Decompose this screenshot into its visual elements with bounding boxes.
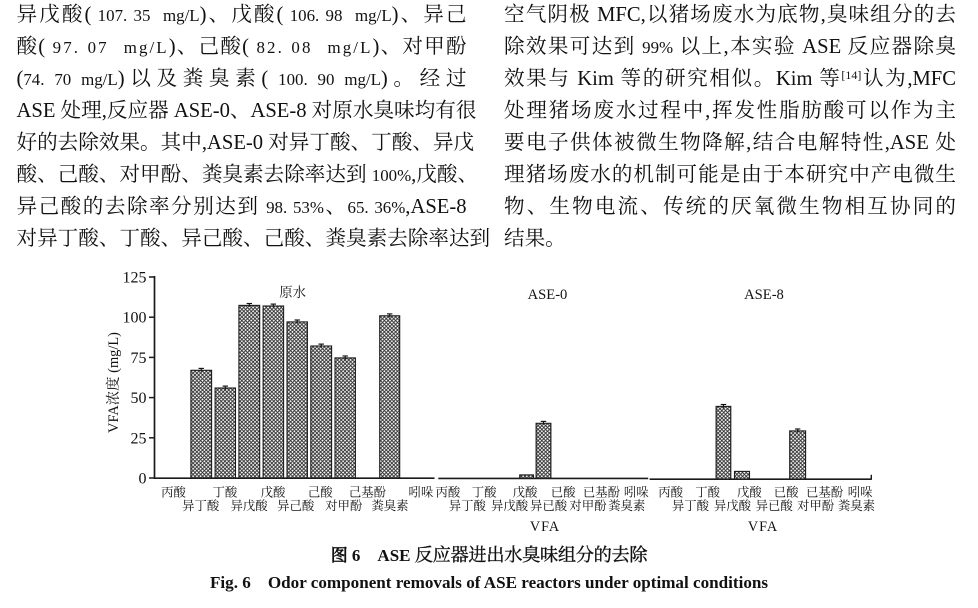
svg-text:己酸: 己酸 (308, 482, 333, 500)
svg-text:ASE-0: ASE-0 (528, 287, 568, 303)
svg-text:VFA: VFA (748, 519, 778, 535)
svg-text:丁酸: 丁酸 (472, 482, 497, 500)
svg-text:已基酚: 已基酚 (806, 482, 844, 500)
svg-text:戊酸: 戊酸 (261, 482, 286, 500)
svg-text:丁酸: 丁酸 (695, 482, 720, 500)
svg-text:原水: 原水 (279, 282, 306, 301)
svg-text:75: 75 (131, 350, 147, 367)
svg-text:已酸: 已酸 (551, 482, 576, 500)
svg-text:异已酸: 异已酸 (530, 496, 568, 514)
svg-text:异己酸: 异己酸 (277, 496, 315, 514)
svg-text:VFA: VFA (530, 519, 560, 535)
svg-text:丁酸: 丁酸 (213, 482, 238, 500)
svg-text:已基酚: 已基酚 (583, 482, 621, 500)
svg-text:粪臭素: 粪臭素 (371, 496, 408, 514)
svg-text:50: 50 (131, 390, 147, 407)
svg-text:异戊酸: 异戊酸 (231, 496, 269, 514)
svg-text:戊酸: 戊酸 (737, 482, 762, 500)
svg-text:吲哚: 吲哚 (848, 482, 873, 500)
svg-text:0: 0 (139, 471, 147, 488)
svg-text:对甲酚: 对甲酚 (325, 496, 363, 514)
svg-text:25: 25 (131, 430, 147, 447)
svg-text:对甲酚: 对甲酚 (569, 496, 607, 514)
svg-text:异丁酸: 异丁酸 (182, 496, 220, 514)
svg-text:已酸: 已酸 (774, 482, 799, 500)
svg-text:100: 100 (123, 310, 147, 327)
svg-text:对甲酚: 对甲酚 (797, 496, 835, 514)
svg-text:戊酸: 戊酸 (513, 482, 538, 500)
svg-text:粪臭素: 粪臭素 (838, 496, 875, 514)
svg-text:异戊酸: 异戊酸 (491, 496, 529, 514)
svg-text:吲哚: 吲哚 (409, 482, 434, 500)
svg-text:125: 125 (123, 270, 147, 287)
svg-text:粪臭素: 粪臭素 (608, 496, 645, 514)
svg-text:异丁酸: 异丁酸 (672, 496, 710, 514)
svg-text:VFA浓度 (mg/L): VFA浓度 (mg/L) (104, 332, 122, 433)
svg-text:ASE-8: ASE-8 (744, 287, 784, 303)
svg-text:丙酸: 丙酸 (658, 482, 683, 500)
svg-text:丙酸: 丙酸 (436, 482, 461, 500)
svg-text:己基酚: 己基酚 (349, 482, 387, 500)
svg-text:异戊酸: 异戊酸 (714, 496, 752, 514)
svg-text:异丁酸: 异丁酸 (449, 496, 487, 514)
svg-text:吲哚: 吲哚 (624, 482, 649, 500)
svg-text:异已酸: 异已酸 (756, 496, 794, 514)
svg-text:丙酸: 丙酸 (161, 482, 186, 500)
